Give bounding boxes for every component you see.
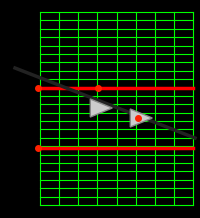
Polygon shape [90,99,112,117]
Polygon shape [130,109,152,127]
